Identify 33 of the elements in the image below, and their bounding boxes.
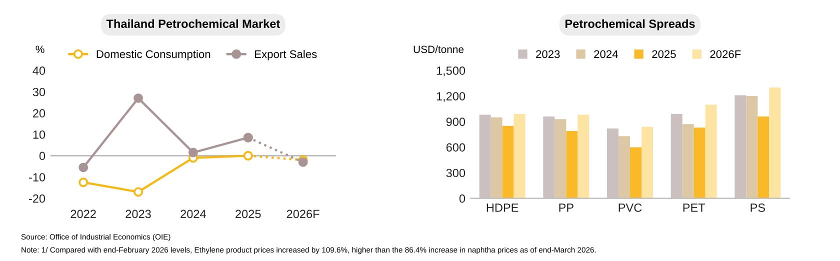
chart-title: Thailand Petrochemical Market: [106, 19, 280, 28]
x-tick-label: 2024: [180, 210, 206, 218]
y-tick-label: 300: [446, 168, 466, 178]
legend-label: 2023: [536, 50, 560, 58]
y-tick-label: 30: [32, 88, 46, 96]
legend-label: Domestic Consumption: [96, 50, 210, 60]
y-tick-label: 900: [446, 118, 466, 126]
legend-label: Export Sales: [255, 50, 317, 60]
x-tick-label: 2026F: [286, 210, 320, 218]
y-tick-label: -10: [29, 173, 46, 182]
y-tick-label: 10: [33, 130, 46, 139]
y-tick-label: 600: [446, 143, 466, 152]
chart-title: Petrochemical Spreads: [566, 19, 695, 30]
legend-label: 2026F: [710, 50, 741, 58]
legend-label: 2024: [594, 50, 618, 58]
x-tick-label: HDPE: [486, 204, 518, 212]
x-tick-label: 2023: [126, 210, 151, 218]
y-tick-label: 40: [32, 66, 46, 75]
y-tick-label: 0: [39, 152, 46, 160]
y-tick-label: 1,200: [436, 92, 466, 102]
x-tick-label: 2025: [236, 210, 261, 218]
y-tick-label: 0: [459, 194, 466, 203]
y-axis-title: %: [36, 46, 44, 54]
y-axis-title: USD/tonne: [414, 45, 464, 54]
x-tick-label: PVC: [618, 204, 642, 212]
x-tick-label: PP: [559, 204, 574, 212]
y-tick-label: 1,500: [436, 66, 466, 76]
legend-label: 2025: [652, 50, 676, 58]
x-tick-label: 2022: [70, 210, 96, 218]
y-tick-label: -20: [29, 194, 46, 203]
x-tick-label: PS: [750, 204, 766, 212]
x-tick-label: PET: [683, 204, 706, 212]
y-tick-label: 20: [33, 109, 46, 118]
